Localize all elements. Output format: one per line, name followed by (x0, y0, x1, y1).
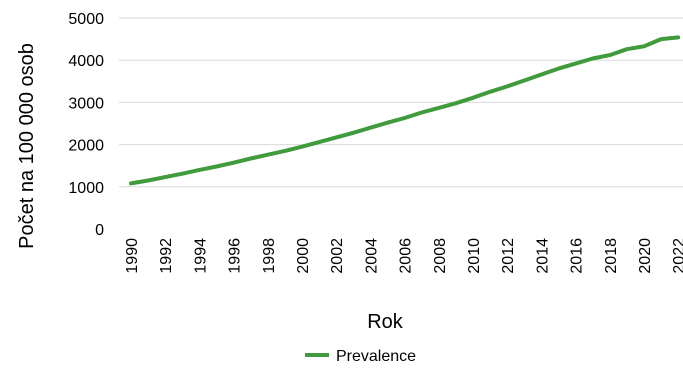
x-tick-label: 2012 (500, 238, 517, 274)
x-axis-ticks: 1990 1992 1994 1996 1998 2000 2002 2004 2006 2008… (124, 238, 683, 274)
x-tick-label: 1994 (192, 238, 209, 274)
x-tick-label: 2004 (363, 238, 380, 274)
x-tick-label: 1990 (124, 238, 141, 274)
x-tick-label: 2022 (671, 238, 683, 274)
y-tick-label: 5000 (68, 11, 104, 28)
y-axis-ticks: 0 1000 2000 3000 4000 5000 (68, 11, 104, 239)
gridlines (119, 17, 683, 188)
x-axis-title: Rok (367, 311, 404, 333)
x-tick-label: 2008 (432, 238, 449, 274)
legend: Prevalence (305, 348, 416, 365)
x-tick-label: 2010 (466, 238, 483, 274)
series-lines (129, 35, 681, 186)
x-tick-label: 2020 (637, 238, 654, 274)
x-tick-label: 2014 (534, 238, 551, 274)
y-tick-label: 1000 (68, 180, 104, 197)
x-tick-label: 1992 (158, 238, 175, 274)
y-tick-label: 3000 (68, 95, 104, 112)
y-axis-title: Počet na 100 000 osob (16, 43, 38, 249)
y-tick-label: 2000 (68, 138, 104, 155)
x-tick-label: 2006 (398, 238, 415, 274)
y-tick-label: 4000 (68, 53, 104, 70)
x-tick-label: 2000 (295, 238, 312, 274)
x-tick-label: 1996 (227, 238, 244, 274)
x-tick-label: 2002 (329, 238, 346, 274)
x-tick-label: 2016 (569, 238, 586, 274)
series-line-prevalence (129, 35, 681, 186)
legend-label-prevalence: Prevalence (336, 348, 416, 365)
x-tick-label: 1998 (261, 238, 278, 274)
x-tick-label: 2018 (603, 238, 620, 274)
y-tick-label: 0 (95, 222, 104, 239)
